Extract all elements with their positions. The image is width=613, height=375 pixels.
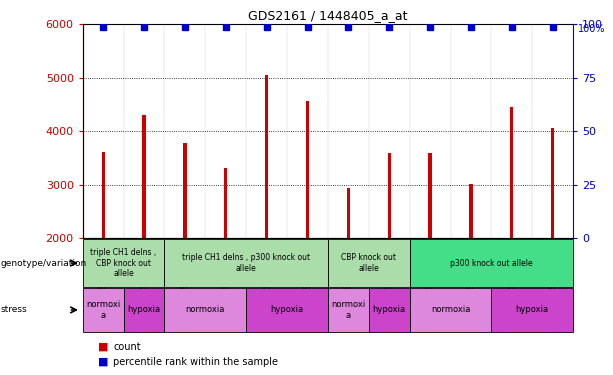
Bar (246, 288, 328, 332)
Bar (224, 168, 227, 238)
Text: triple CH1 delns ,
CBP knock out
allele: triple CH1 delns , CBP knock out allele (91, 248, 157, 278)
Bar (328, 239, 409, 287)
Bar (183, 143, 186, 238)
Bar (387, 153, 391, 238)
Point (180, 24, 190, 30)
Bar (470, 184, 473, 238)
Text: percentile rank within the sample: percentile rank within the sample (113, 357, 278, 367)
Bar (492, 288, 573, 332)
Point (548, 24, 558, 30)
Point (466, 24, 476, 30)
Bar (328, 288, 369, 332)
Bar (83, 288, 124, 332)
Point (303, 24, 313, 30)
Text: hypoxia: hypoxia (128, 305, 161, 314)
Text: hypoxia: hypoxia (373, 305, 406, 314)
Bar (551, 128, 554, 238)
Text: hypoxia: hypoxia (270, 305, 303, 314)
Point (343, 24, 353, 30)
Text: triple CH1 delns , p300 knock out
allele: triple CH1 delns , p300 knock out allele (182, 254, 310, 273)
Bar (510, 106, 514, 238)
Text: count: count (113, 342, 141, 352)
Bar (347, 188, 350, 238)
Text: hypoxia: hypoxia (516, 305, 549, 314)
Text: normoxi
a: normoxi a (331, 300, 365, 320)
Text: stress: stress (1, 305, 27, 314)
Point (507, 24, 517, 30)
Bar (83, 239, 164, 287)
Bar (124, 288, 164, 332)
Bar (409, 288, 492, 332)
Point (139, 24, 149, 30)
Text: normoxia: normoxia (186, 305, 225, 314)
Point (221, 24, 230, 30)
Text: 100%: 100% (578, 24, 606, 34)
Text: ■: ■ (98, 342, 109, 352)
Bar (369, 288, 409, 332)
Point (384, 24, 394, 30)
Bar (142, 115, 146, 238)
Text: normoxi
a: normoxi a (86, 300, 120, 320)
Text: CBP knock out
allele: CBP knock out allele (341, 254, 397, 273)
Point (262, 24, 272, 30)
Text: p300 knock out allele: p300 knock out allele (450, 259, 533, 268)
Bar (306, 101, 309, 238)
Bar (409, 239, 573, 287)
Point (98, 24, 108, 30)
Text: genotype/variation: genotype/variation (1, 259, 87, 268)
Bar (164, 239, 328, 287)
Title: GDS2161 / 1448405_a_at: GDS2161 / 1448405_a_at (248, 9, 408, 22)
Point (425, 24, 435, 30)
Bar (428, 153, 432, 238)
Bar (102, 152, 105, 238)
Bar (164, 288, 246, 332)
Text: ■: ■ (98, 357, 109, 367)
Text: normoxia: normoxia (431, 305, 470, 314)
Bar (265, 75, 268, 238)
